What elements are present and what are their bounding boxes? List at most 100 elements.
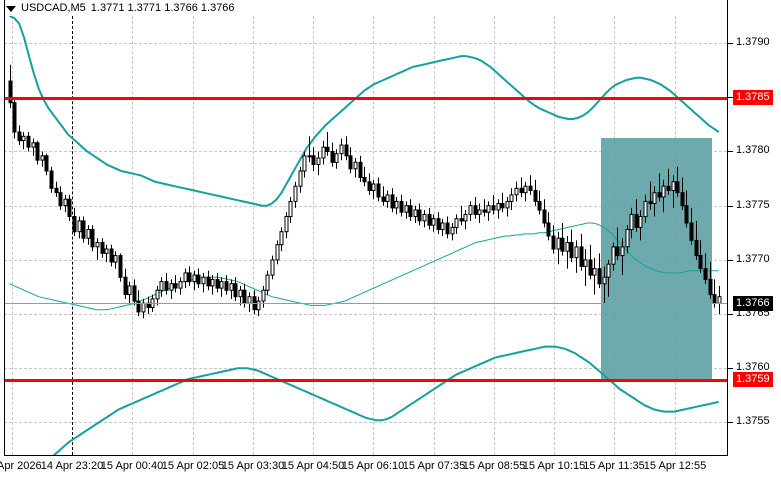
candle-body — [261, 289, 266, 302]
candle-body — [118, 255, 123, 278]
candle-body — [404, 205, 409, 213]
candle-body — [173, 283, 178, 289]
candle-body — [514, 187, 519, 196]
time-axis-label: 15 Apr 11:35 — [583, 460, 645, 472]
candle-body — [40, 155, 45, 161]
candle-body — [546, 222, 551, 237]
candle-body — [233, 283, 238, 298]
candle-body — [450, 226, 455, 235]
candle-body — [565, 242, 570, 252]
resistance-level-line[interactable] — [4, 97, 727, 100]
candle-body — [684, 205, 689, 224]
candle-body — [155, 289, 160, 300]
price-axis[interactable]: 1.37901.37851.37801.37751.37701.37651.37… — [728, 0, 781, 456]
candle-body — [569, 242, 574, 259]
candle-body — [505, 200, 510, 209]
support-price-badge[interactable]: 1.3759 — [733, 372, 773, 387]
plot-border-right — [727, 0, 728, 456]
candle-body — [279, 231, 284, 246]
gridline-horizontal — [4, 368, 727, 369]
candle-body — [196, 274, 201, 285]
price-tick — [728, 151, 733, 152]
candle-body — [551, 235, 556, 250]
price-axis-label: 1.3755 — [736, 415, 770, 427]
candle-body — [615, 246, 620, 257]
candle-body — [385, 194, 390, 202]
candle-body — [390, 194, 395, 209]
candle-body — [399, 200, 404, 213]
gridline-vertical — [132, 16, 133, 455]
candle-body — [256, 300, 261, 311]
candle-body — [560, 237, 565, 252]
candle-body — [95, 242, 100, 248]
time-axis-label: 15 Apr 00:40 — [100, 460, 164, 472]
candle-body — [12, 102, 17, 133]
candle-body — [58, 192, 63, 207]
candle-body — [459, 218, 464, 222]
day-separator-line — [72, 16, 73, 455]
candle-body — [712, 294, 717, 304]
resistance-price-badge[interactable]: 1.3785 — [733, 90, 773, 105]
current-price-badge[interactable]: 1.3766 — [733, 296, 773, 311]
candle-body — [519, 187, 524, 194]
band-line — [9, 222, 719, 311]
current-price-line[interactable] — [4, 303, 727, 304]
candle-body — [588, 259, 593, 276]
candle-body — [348, 155, 353, 170]
candle-body — [311, 155, 316, 166]
candle-body — [698, 255, 703, 270]
candle-body — [86, 229, 91, 239]
price-axis-label: 1.3780 — [736, 144, 770, 156]
price-tick — [728, 314, 733, 315]
candle-body — [394, 200, 399, 209]
price-axis-label: 1.3770 — [736, 253, 770, 265]
candle-body — [206, 276, 211, 287]
candle-body — [17, 131, 22, 142]
time-axis-label: 15 Apr 12:55 — [643, 460, 707, 472]
candle-body — [178, 281, 183, 289]
candle-body — [63, 198, 68, 207]
candle-body — [556, 237, 561, 250]
candle-body — [49, 170, 54, 189]
gridline-horizontal — [4, 260, 727, 261]
candle-body — [215, 278, 220, 289]
candle-body — [629, 213, 634, 231]
time-axis-label: 15 Apr 10:15 — [522, 460, 586, 472]
candle-body — [100, 242, 105, 254]
candle-body — [708, 278, 713, 296]
ohlc-values-label: 1.3771 1.3771 1.3766 1.3766 — [90, 1, 235, 14]
time-axis-label: 14 Apr 2026 — [0, 460, 42, 472]
candle-body — [8, 80, 13, 104]
candle-body — [104, 248, 109, 254]
candle-body — [288, 200, 293, 218]
chart-header: USDCAD,M5 1.3771 1.3771 1.3766 1.3766 — [0, 0, 781, 16]
candle-body — [224, 281, 229, 291]
price-tick — [728, 206, 733, 207]
candle-body — [183, 272, 188, 283]
candle-body — [680, 192, 685, 207]
chevron-down-icon[interactable] — [6, 5, 16, 12]
candle-body — [293, 185, 298, 202]
candle-body — [164, 281, 169, 291]
chart-plot-area[interactable] — [4, 16, 727, 455]
candle-body — [528, 185, 533, 191]
candle-body — [634, 213, 639, 228]
plot-border-bottom — [4, 455, 728, 456]
candle-body — [219, 281, 224, 289]
candle-body — [500, 203, 505, 209]
candle-body — [307, 155, 312, 158]
gridline-vertical — [313, 16, 314, 455]
candle-body — [330, 151, 335, 163]
candle-body — [602, 276, 607, 285]
price-tick — [728, 368, 733, 369]
support-level-line[interactable] — [4, 379, 727, 382]
time-axis-label: 14 Apr 23:20 — [40, 460, 104, 472]
candle-body — [339, 144, 344, 155]
candle-body — [201, 276, 206, 285]
candle-body — [606, 263, 611, 278]
candle-body — [473, 205, 478, 215]
highlight-zone-rect — [601, 138, 712, 379]
candle-body — [238, 289, 243, 298]
candle-body — [44, 155, 49, 172]
